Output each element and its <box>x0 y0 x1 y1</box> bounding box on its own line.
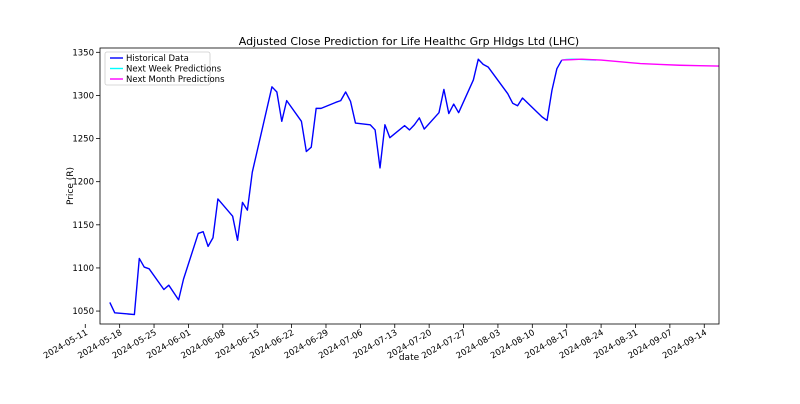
chart-title: Adjusted Close Prediction for Life Healt… <box>239 35 579 48</box>
plot-area <box>109 58 720 316</box>
plot-frame <box>99 47 720 325</box>
series-line-0 <box>109 58 563 316</box>
legend-box <box>104 51 211 86</box>
y-tick-label: 1100 <box>72 264 94 274</box>
y-axis-label: Price (R) <box>66 167 76 205</box>
y-tick-label: 1350 <box>72 48 94 58</box>
series-line-2 <box>561 58 720 67</box>
y-tick-label: 1250 <box>72 135 94 145</box>
y-tick-label: 1300 <box>72 91 94 101</box>
y-tick-label: 1200 <box>72 178 94 188</box>
y-tick-label: 1050 <box>72 307 94 317</box>
y-axis: 1050 1100 1150 1200 1250 1300 1350 <box>72 48 100 317</box>
y-tick-label: 1150 <box>72 221 94 231</box>
legend-label-0: Historical Data <box>126 54 189 64</box>
x-axis-label: date <box>399 353 420 363</box>
legend-label-2: Next Month Predictions <box>126 75 225 85</box>
legend-label-1: Next Week Predictions <box>126 65 222 75</box>
